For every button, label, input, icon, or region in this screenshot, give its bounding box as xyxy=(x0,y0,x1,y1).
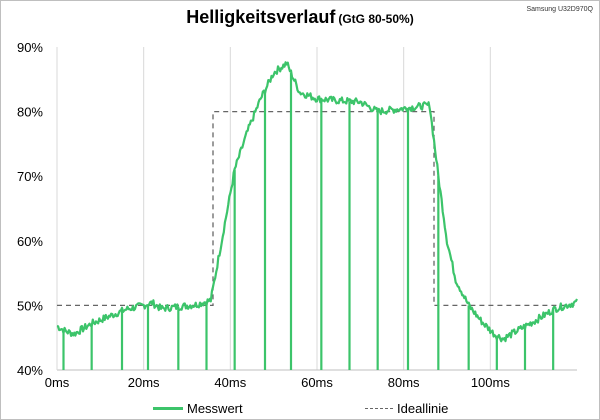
x-tick-label-2: 40ms xyxy=(214,375,246,390)
chart-subtitle: (GtG 80-50%) xyxy=(338,12,414,26)
chart-title: Helligkeitsverlauf (GtG 80-50%) xyxy=(1,7,599,28)
legend-label-ideallinie: Ideallinie xyxy=(397,401,449,416)
y-tick-label-3: 70% xyxy=(17,169,43,184)
legend-label-messwert: Messwert xyxy=(187,401,243,416)
x-tick-label-4: 80ms xyxy=(388,375,420,390)
legend-item-messwert: Messwert xyxy=(153,401,243,416)
x-tick-label-5: 100ms xyxy=(471,375,511,390)
chart-plot: 40% 50% 60% 70% 80% 90% 0ms 20ms 40ms 60ms 80ms 100… xyxy=(17,40,578,390)
device-label: Samsung U32D970Q xyxy=(526,6,593,13)
legend-swatch-ideallinie xyxy=(365,408,393,409)
legend-item-ideallinie: Ideallinie xyxy=(365,401,448,416)
y-tick-label-5: 90% xyxy=(17,40,43,55)
legend-swatch-messwert xyxy=(153,407,183,410)
x-tick-label-1: 20ms xyxy=(128,375,160,390)
x-tick-label-0: 0ms xyxy=(45,375,70,390)
x-tick-label-3: 60ms xyxy=(301,375,333,390)
y-tick-label-4: 80% xyxy=(17,105,43,120)
chart-title-main: Helligkeitsverlauf xyxy=(186,7,336,27)
y-tick-label-1: 50% xyxy=(17,298,43,313)
y-tick-label-2: 60% xyxy=(17,234,43,249)
y-tick-label-0: 40% xyxy=(17,363,43,378)
chart-legend: Messwert Ideallinie xyxy=(1,401,599,419)
series-messwert-line xyxy=(56,61,578,343)
